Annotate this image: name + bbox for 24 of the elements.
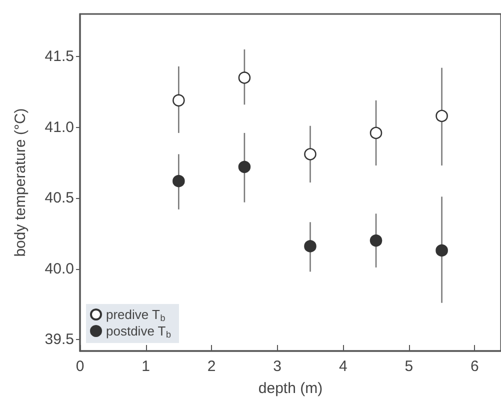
y-axis-title: body temperature (°C) xyxy=(12,108,29,257)
point xyxy=(304,240,316,252)
x-tick-label: 4 xyxy=(338,358,348,375)
point xyxy=(172,174,185,188)
y-tick-label: 40.0 xyxy=(44,260,74,278)
y-tick-label: 41.5 xyxy=(44,48,74,65)
y-tick-label: 41.0 xyxy=(44,118,74,136)
point xyxy=(238,72,251,84)
x-axis-title: depth (m) xyxy=(258,380,323,397)
y-tick-label: 40.5 xyxy=(44,190,74,207)
x-tick-label: 0 xyxy=(76,358,84,375)
x-tick-label: 3 xyxy=(273,358,282,375)
y-tick-label: 39.5 xyxy=(44,331,74,348)
point xyxy=(172,94,185,107)
point xyxy=(370,234,382,247)
point xyxy=(436,244,448,257)
point xyxy=(304,148,316,160)
point xyxy=(436,110,448,122)
point xyxy=(370,126,382,140)
x-tick-label: 1 xyxy=(142,358,150,375)
point xyxy=(238,160,251,174)
x-tick-label: 5 xyxy=(404,358,414,375)
x-tick-label: 6 xyxy=(470,358,479,375)
x-tick-label: 2 xyxy=(207,358,216,375)
